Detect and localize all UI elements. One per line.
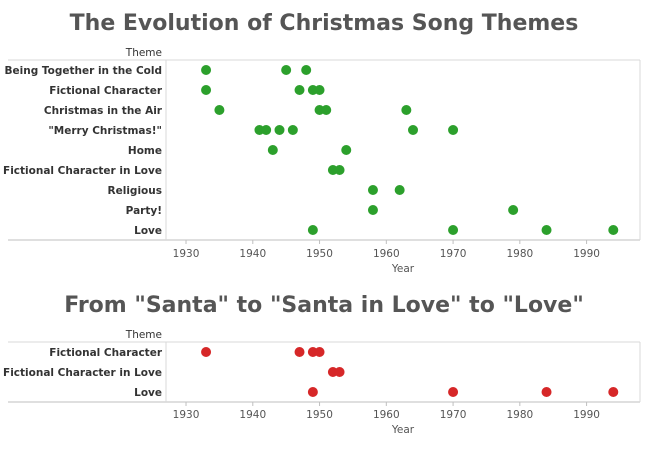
- row-label: Love: [134, 225, 162, 237]
- data-point: [401, 105, 412, 115]
- data-point: [448, 225, 459, 235]
- data-point: [307, 225, 318, 235]
- x-tick-label: 1940: [239, 248, 266, 260]
- data-point: [294, 85, 305, 95]
- data-point: [301, 65, 312, 75]
- data-point: [341, 145, 352, 155]
- row-label: Being Together in the Cold: [5, 65, 162, 77]
- chart-santa-to-love: From "Santa" to "Santa in Love" to "Love…: [3, 293, 641, 436]
- x-tick-label: 1980: [506, 409, 533, 421]
- x-tick-label: 1940: [239, 409, 266, 421]
- data-point: [287, 125, 298, 135]
- row-header-label: Theme: [125, 329, 162, 341]
- data-point: [274, 125, 285, 135]
- row-label: Home: [128, 145, 162, 157]
- row-label: Christmas in the Air: [44, 105, 163, 117]
- x-tick-label: 1970: [440, 248, 467, 260]
- x-tick-label: 1980: [506, 248, 533, 260]
- data-point: [201, 85, 212, 95]
- x-tick-label: 1950: [306, 409, 333, 421]
- data-point: [294, 347, 305, 357]
- chart-title: The Evolution of Christmas Song Themes: [70, 11, 579, 36]
- data-point: [541, 387, 552, 397]
- data-point: [608, 387, 619, 397]
- x-axis-title: Year: [391, 424, 415, 436]
- row-label: Fictional Character: [49, 347, 163, 359]
- data-point: [408, 125, 419, 135]
- x-tick-label: 1960: [373, 248, 400, 260]
- data-point: [314, 347, 325, 357]
- x-tick-label: 1990: [573, 248, 600, 260]
- x-tick-label: 1960: [373, 409, 400, 421]
- x-tick-label: 1950: [306, 248, 333, 260]
- row-label: Religious: [108, 185, 162, 197]
- data-point: [314, 85, 325, 95]
- x-tick-label: 1970: [440, 409, 467, 421]
- data-point: [267, 145, 278, 155]
- row-label: Love: [134, 387, 162, 399]
- row-label: "Merry Christmas!": [48, 125, 162, 137]
- data-point: [334, 165, 345, 175]
- x-axis-title: Year: [391, 263, 415, 275]
- data-point: [608, 225, 619, 235]
- row-header-label: Theme: [125, 47, 162, 59]
- row-label: Fictional Character: [49, 85, 163, 97]
- chart-title: From "Santa" to "Santa in Love" to "Love…: [64, 293, 584, 318]
- row-label: Party!: [126, 205, 162, 217]
- data-point: [541, 225, 552, 235]
- data-point: [307, 387, 318, 397]
- data-point: [334, 367, 345, 377]
- data-point: [508, 205, 519, 215]
- x-tick-label: 1930: [173, 248, 200, 260]
- data-point: [201, 347, 212, 357]
- data-point: [201, 65, 212, 75]
- data-point: [367, 205, 378, 215]
- row-label: Fictional Character in Love: [3, 165, 162, 177]
- data-point: [394, 185, 405, 195]
- x-tick-label: 1990: [573, 409, 600, 421]
- data-point: [448, 125, 459, 135]
- x-tick-label: 1930: [173, 409, 200, 421]
- data-point: [367, 185, 378, 195]
- chart-song-themes: The Evolution of Christmas Song Themes Th…: [3, 11, 641, 275]
- data-point: [214, 105, 225, 115]
- data-point: [281, 65, 292, 75]
- data-point: [261, 125, 272, 135]
- row-label: Fictional Character in Love: [3, 367, 162, 379]
- data-point: [321, 105, 332, 115]
- data-point: [448, 387, 459, 397]
